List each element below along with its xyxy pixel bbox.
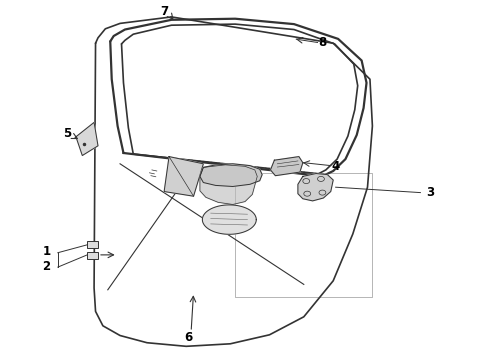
Polygon shape [164, 157, 203, 196]
Text: 4: 4 [332, 160, 340, 173]
Polygon shape [200, 165, 257, 204]
Text: 1: 1 [43, 245, 50, 258]
Text: 3: 3 [426, 186, 434, 199]
FancyBboxPatch shape [87, 241, 98, 248]
Polygon shape [298, 174, 333, 201]
Polygon shape [202, 205, 256, 234]
Polygon shape [76, 122, 98, 156]
FancyBboxPatch shape [87, 252, 98, 259]
Text: 6: 6 [185, 331, 193, 344]
Text: 5: 5 [64, 127, 72, 140]
Text: 2: 2 [43, 260, 50, 273]
Text: 8: 8 [318, 36, 326, 49]
Text: 7: 7 [160, 5, 168, 18]
Polygon shape [270, 157, 303, 176]
Polygon shape [200, 164, 262, 186]
